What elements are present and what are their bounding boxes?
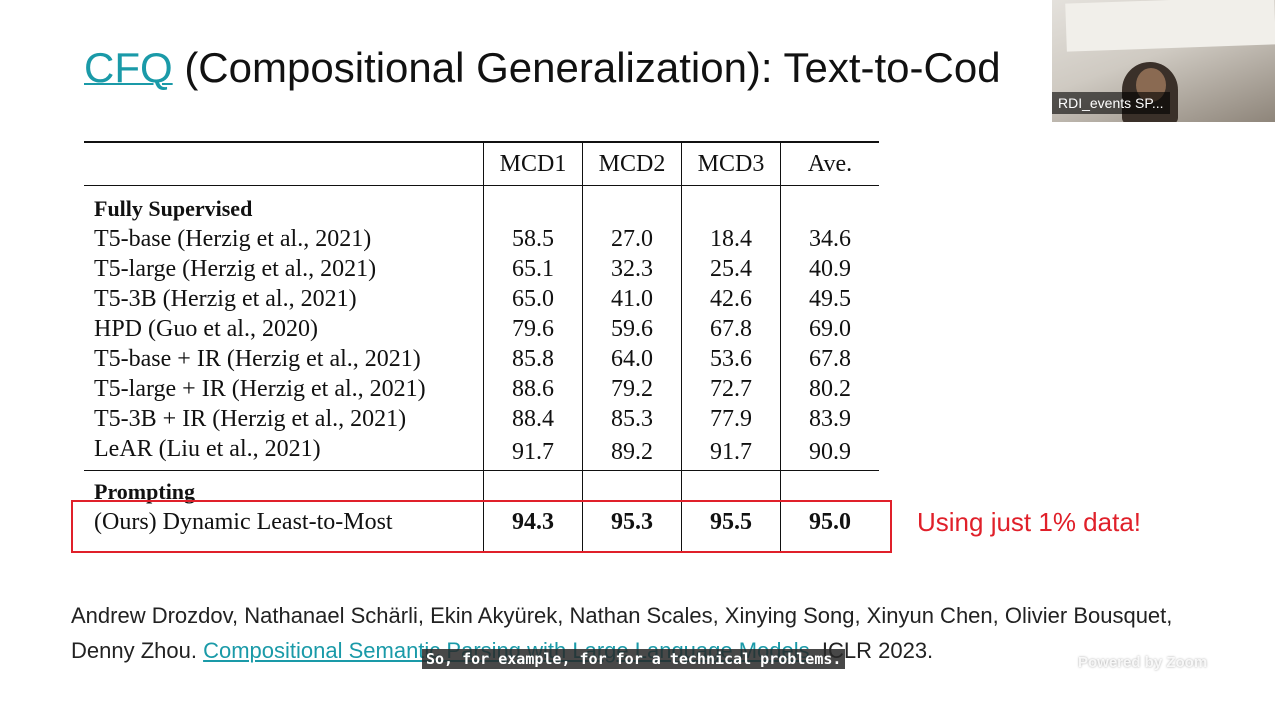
citation-authors: Andrew Drozdov, Nathanael Schärli, Ekin …	[71, 603, 1173, 663]
value-mcd2: 27.0	[582, 224, 682, 254]
title-text: (Compositional Generalization): Text-to-…	[172, 44, 1001, 91]
results-table: MCD1 MCD2 MCD3 Ave. Fully Supervised T5-…	[84, 141, 879, 553]
value-mcd2: 32.3	[582, 254, 682, 284]
zoom-watermark: Powered by Zoom	[1078, 654, 1208, 671]
live-caption: So, for example, for for a technical pro…	[422, 649, 846, 669]
header-method	[84, 142, 484, 186]
method-name: LeAR (Liu et al., 2021)	[94, 436, 321, 462]
value-mcd2: 89.2	[582, 434, 682, 471]
method-name: T5-large + IR (Herzig et al., 2021)	[94, 376, 426, 402]
table-row: HPD (Guo et al., 2020) 79.6 59.6 67.8 69…	[84, 314, 879, 344]
value-mcd1: 88.4	[483, 404, 583, 434]
table-row-ours: (Ours) Dynamic Least-to-Most 94.3 95.3 9…	[84, 507, 879, 552]
value-average: 67.8	[780, 344, 879, 374]
method-name: T5-large (Herzig et al., 2021)	[94, 256, 377, 282]
participant-name: RDI_events SP...	[1052, 92, 1170, 114]
slide-title: CFQ (Compositional Generalization): Text…	[84, 44, 1001, 92]
value-average: 49.5	[780, 284, 879, 314]
value-average: 40.9	[780, 254, 879, 284]
value-mcd2: 64.0	[582, 344, 682, 374]
header-average: Ave.	[780, 142, 879, 186]
method-name: HPD (Guo et al., 2020)	[94, 316, 318, 342]
table-row: T5-base (Herzig et al., 2021) 58.5 27.0 …	[84, 224, 879, 254]
value-mcd2: 95.3	[582, 507, 682, 552]
table-header-row: MCD1 MCD2 MCD3 Ave.	[84, 142, 879, 186]
value-average: 80.2	[780, 374, 879, 404]
header-mcd3: MCD3	[681, 142, 781, 186]
table-row: T5-3B + IR (Herzig et al., 2021) 88.4 85…	[84, 404, 879, 434]
value-mcd1: 79.6	[483, 314, 583, 344]
value-mcd3: 95.5	[681, 507, 781, 552]
value-mcd1: 94.3	[483, 507, 583, 552]
value-mcd3: 67.8	[681, 314, 781, 344]
value-mcd3: 42.6	[681, 284, 781, 314]
value-mcd2: 41.0	[582, 284, 682, 314]
value-mcd3: 91.7	[681, 434, 781, 471]
empty-cell	[483, 185, 583, 224]
method-name: (Ours) Dynamic Least-to-Most	[94, 509, 393, 535]
cfq-link[interactable]: CFQ	[84, 44, 173, 91]
value-mcd1: 65.0	[483, 284, 583, 314]
value-average: 83.9	[780, 404, 879, 434]
value-mcd1: 65.1	[483, 254, 583, 284]
section-heading: Fully Supervised	[94, 196, 253, 221]
method-name: T5-3B + IR (Herzig et al., 2021)	[94, 406, 407, 432]
empty-cell	[780, 185, 879, 224]
value-mcd3: 72.7	[681, 374, 781, 404]
value-mcd2: 59.6	[582, 314, 682, 344]
method-name: T5-base + IR (Herzig et al., 2021)	[94, 346, 421, 372]
value-average: 34.6	[780, 224, 879, 254]
table-row: T5-large (Herzig et al., 2021) 65.1 32.3…	[84, 254, 879, 284]
section-heading-row: Fully Supervised	[84, 185, 879, 224]
empty-cell	[582, 185, 682, 224]
method-name: T5-3B (Herzig et al., 2021)	[94, 286, 357, 312]
value-mcd1: 91.7	[483, 434, 583, 471]
table-row: T5-3B (Herzig et al., 2021) 65.0 41.0 42…	[84, 284, 879, 314]
header-mcd1: MCD1	[483, 142, 583, 186]
header-mcd2: MCD2	[582, 142, 682, 186]
highlight-note: Using just 1% data!	[917, 507, 1142, 537]
value-mcd1: 85.8	[483, 344, 583, 374]
value-mcd1: 88.6	[483, 374, 583, 404]
method-name: T5-base (Herzig et al., 2021)	[94, 226, 372, 252]
value-average: 90.9	[780, 434, 879, 471]
value-mcd3: 25.4	[681, 254, 781, 284]
table-row: T5-large + IR (Herzig et al., 2021) 88.6…	[84, 374, 879, 404]
value-mcd2: 79.2	[582, 374, 682, 404]
table-row: T5-base + IR (Herzig et al., 2021) 85.8 …	[84, 344, 879, 374]
value-mcd3: 18.4	[681, 224, 781, 254]
table-row: LeAR (Liu et al., 2021) 91.7 89.2 91.7 9…	[84, 434, 879, 471]
empty-cell	[681, 185, 781, 224]
value-mcd1: 58.5	[483, 224, 583, 254]
value-mcd3: 77.9	[681, 404, 781, 434]
value-mcd3: 53.6	[681, 344, 781, 374]
value-mcd2: 85.3	[582, 404, 682, 434]
video-background	[1065, 0, 1275, 52]
value-average: 95.0	[780, 507, 879, 552]
value-average: 69.0	[780, 314, 879, 344]
highlight-box	[71, 500, 892, 553]
